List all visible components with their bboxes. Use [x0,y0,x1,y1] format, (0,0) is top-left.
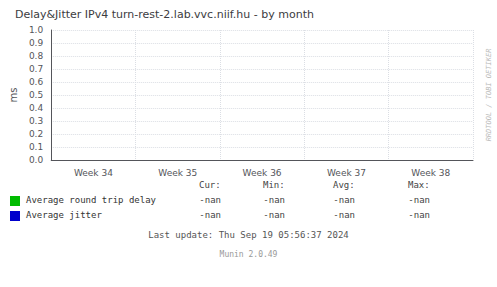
svg-text:Week 37: Week 37 [327,168,366,178]
svg-text:0.4: 0.4 [29,103,44,113]
svg-text:Munin 2.0.49: Munin 2.0.49 [220,250,278,259]
svg-text:-nan: -nan [408,210,430,220]
svg-text:Week 36: Week 36 [243,168,282,178]
svg-text:0.8: 0.8 [29,51,44,61]
svg-text:Average round trip delay: Average round trip delay [26,195,157,205]
svg-text:Week 35: Week 35 [158,168,197,178]
svg-text:Avg:: Avg: [333,180,355,190]
svg-text:0.9: 0.9 [29,38,44,48]
svg-text:-nan: -nan [333,210,355,220]
svg-text:0.2: 0.2 [29,129,43,139]
svg-text:Max:: Max: [408,180,430,190]
svg-text:-nan: -nan [199,195,221,205]
svg-text:0.6: 0.6 [29,77,44,87]
svg-text:0.5: 0.5 [29,90,43,100]
svg-text:0.0: 0.0 [29,155,44,165]
svg-text:0.7: 0.7 [29,64,43,74]
svg-text:Week 38: Week 38 [411,168,450,178]
svg-text:-nan: -nan [199,210,221,220]
svg-text:-nan: -nan [333,195,355,205]
svg-text:Min:: Min: [263,180,285,190]
svg-text:0.3: 0.3 [29,116,43,126]
svg-text:0.1: 0.1 [29,142,43,152]
svg-text:-nan: -nan [408,195,430,205]
svg-text:Delay&Jitter IPv4 turn-rest-2.: Delay&Jitter IPv4 turn-rest-2.lab.vvc.ni… [15,8,314,21]
svg-text:Average jitter: Average jitter [26,210,102,220]
svg-text:Week 34: Week 34 [74,168,113,178]
svg-text:-nan: -nan [263,210,285,220]
svg-text:1.0: 1.0 [29,25,44,35]
svg-text:-nan: -nan [263,195,285,205]
svg-text:Last update: Thu Sep 19 05:56:: Last update: Thu Sep 19 05:56:37 2024 [148,230,348,240]
svg-text:ms: ms [8,88,19,103]
svg-text:Cur:: Cur: [199,180,221,190]
svg-text:RRDTOOL / TOBI OETIKER: RRDTOOL / TOBI OETIKER [485,49,493,142]
